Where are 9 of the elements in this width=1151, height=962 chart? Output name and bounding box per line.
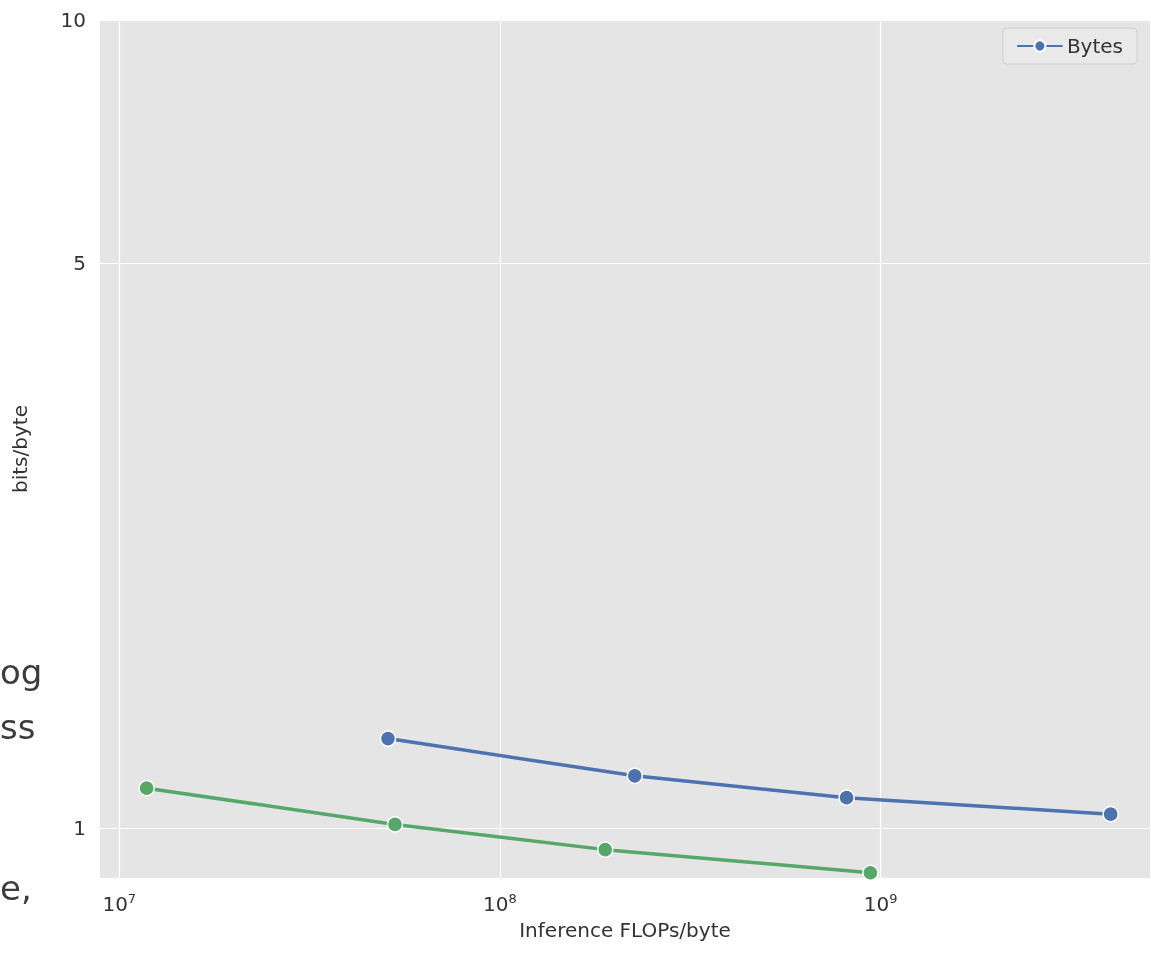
legend-label: Bytes	[1066, 34, 1123, 58]
y-tick-label: 1	[73, 815, 86, 840]
text: og	[0, 652, 43, 692]
text: ss	[0, 707, 36, 747]
x-axis-title: Inference FLOPs/byte	[519, 918, 731, 942]
y-tick-label: 10	[60, 8, 86, 32]
y-tick-label: 5	[73, 251, 86, 276]
text: e,	[0, 868, 32, 908]
y-axis-title: bits/byte	[8, 405, 32, 493]
